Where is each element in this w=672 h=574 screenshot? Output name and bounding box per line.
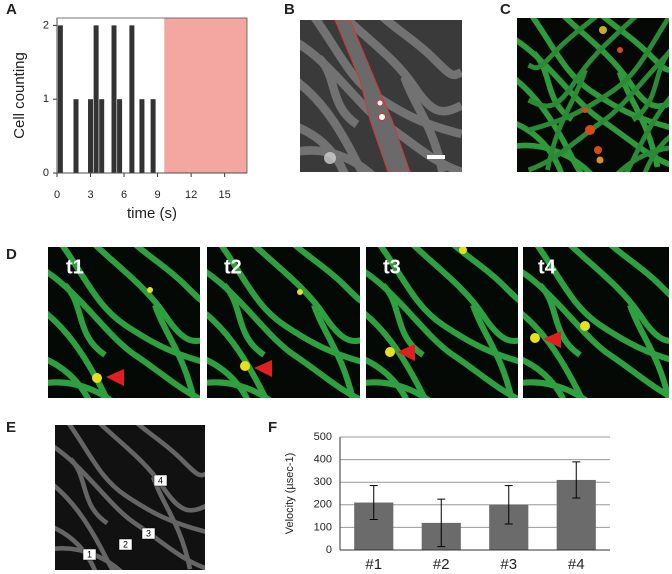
x-tick-label: 6 <box>121 189 127 201</box>
panel-label: A <box>6 1 17 18</box>
panel-label: C <box>500 1 511 18</box>
time-label: t1 <box>66 256 84 278</box>
y-tick-label: 500 <box>314 431 332 443</box>
x-tick-label: 12 <box>185 189 197 201</box>
y-tick-label: 200 <box>314 499 332 511</box>
panel-label: B <box>284 1 295 18</box>
bar <box>129 25 135 174</box>
time-label: t4 <box>538 256 557 278</box>
micrograph-c <box>517 18 669 172</box>
vessel-label: 2 <box>123 539 128 549</box>
shaded-region <box>164 18 247 173</box>
time-label: t3 <box>383 256 401 278</box>
vessel-label: 4 <box>158 475 163 485</box>
y-tick-label: 1 <box>43 93 49 105</box>
y-tick-label: 300 <box>314 476 332 488</box>
vessel-label: 3 <box>146 528 151 538</box>
x-tick-label: #4 <box>568 556 585 573</box>
bar <box>150 99 156 173</box>
x-tick-label: 0 <box>54 189 60 201</box>
micrograph-d: t1 t2 t3 t4 <box>48 247 669 398</box>
error-bar <box>504 485 513 525</box>
y-axis-label: Velocity (µsec-1) <box>284 453 296 535</box>
bar <box>93 25 99 174</box>
y-tick-label: 0 <box>326 544 332 556</box>
bar <box>88 99 94 173</box>
bar <box>57 25 63 174</box>
x-tick-label: #1 <box>365 556 382 573</box>
error-bar <box>437 498 446 548</box>
x-tick-label: #2 <box>433 556 450 573</box>
micrograph-e: 1 2 3 4 <box>55 425 205 570</box>
y-tick-label: 0 <box>43 167 49 179</box>
x-tick-label: 3 <box>87 189 93 201</box>
micrograph-b <box>300 20 462 172</box>
plot-frame <box>56 17 248 174</box>
panel-label: E <box>6 419 16 436</box>
error-bar <box>572 461 581 499</box>
y-tick-label: 100 <box>314 521 332 533</box>
time-label: t2 <box>224 256 242 278</box>
error-bar <box>369 485 378 520</box>
panel-label: D <box>6 246 17 263</box>
x-tick-label: #3 <box>500 556 517 573</box>
x-axis-label: time (s) <box>127 205 177 222</box>
bar <box>117 99 123 173</box>
bar <box>99 99 105 173</box>
y-tick-label: 2 <box>43 19 49 31</box>
vessel-label: 1 <box>87 549 92 559</box>
x-tick-label: 9 <box>155 189 161 201</box>
y-tick-label: 400 <box>314 454 332 466</box>
bar <box>73 99 79 173</box>
panel-label: F <box>268 419 277 436</box>
bar <box>111 25 117 174</box>
y-axis-label: Cell counting <box>11 52 28 139</box>
x-tick-label: 15 <box>219 189 231 201</box>
bar <box>139 99 145 173</box>
